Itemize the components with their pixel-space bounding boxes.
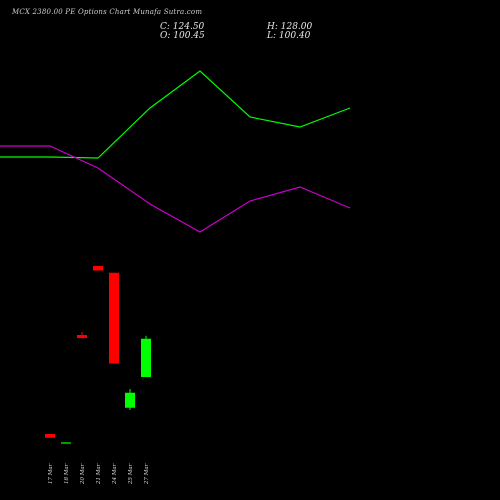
overlay-line-2 [0, 145, 351, 233]
x-tick-label: 24 Mar [112, 463, 118, 485]
x-tick-label: 20 Mar [80, 463, 86, 485]
x-tick-label: 27 Mar [144, 463, 150, 485]
overlay-line-1 [0, 70, 351, 159]
high-value: H: 128.00 [267, 22, 313, 32]
candle-body-6 [141, 338, 151, 377]
open-value: O: 100.45 [160, 31, 205, 41]
candle-body-0 [45, 434, 55, 438]
low-value: L: 100.40 [267, 31, 311, 41]
candle-body-3 [93, 266, 103, 271]
x-tick-label: 18 Mar [64, 463, 70, 484]
candle-body-4 [109, 272, 119, 364]
x-tick-label: 25 Mar [128, 463, 134, 485]
x-tick-label: 21 Mar [96, 463, 102, 485]
candle-body-5 [125, 392, 135, 408]
candle-body-2 [77, 335, 87, 338]
close-value: C: 124.50 [160, 22, 205, 32]
candle-body-1 [61, 442, 71, 444]
chart-title: MCX 2380.00 PE Options Chart Munafa Sutr… [12, 8, 203, 16]
x-tick-label: 17 Mar [48, 463, 54, 484]
